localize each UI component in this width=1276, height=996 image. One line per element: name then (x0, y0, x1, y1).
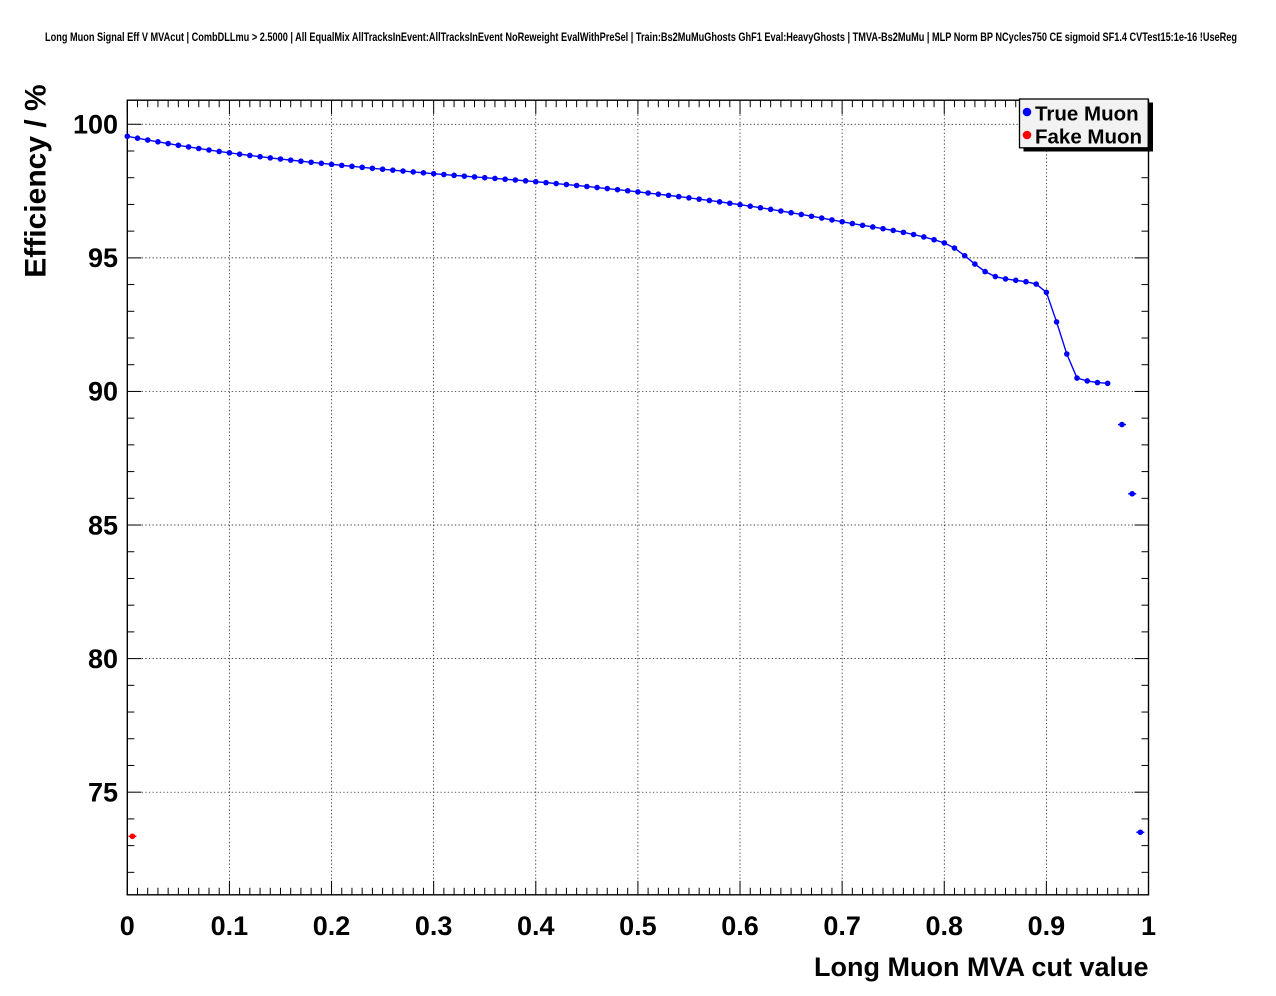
svg-text:0.6: 0.6 (721, 911, 759, 941)
svg-text:95: 95 (88, 243, 118, 273)
svg-text:0.9: 0.9 (1028, 911, 1066, 941)
svg-text:0.3: 0.3 (415, 911, 453, 941)
svg-text:Efficiency / %: Efficiency / % (20, 84, 53, 277)
svg-text:100: 100 (73, 110, 118, 140)
svg-text:1: 1 (1141, 911, 1156, 941)
svg-text:0.7: 0.7 (823, 911, 861, 941)
svg-text:0.1: 0.1 (211, 911, 249, 941)
svg-text:0.8: 0.8 (925, 911, 963, 941)
svg-text:0.2: 0.2 (313, 911, 351, 941)
svg-text:80: 80 (88, 644, 118, 674)
svg-text:85: 85 (88, 510, 118, 540)
svg-text:Long Muon Signal Eff V MVAcut: Long Muon Signal Eff V MVAcut | CombDLLm… (45, 30, 1237, 44)
svg-text:Fake Muon: Fake Muon (1035, 126, 1142, 149)
svg-text:Long Muon MVA cut value: Long Muon MVA cut value (814, 952, 1148, 982)
svg-text:0.4: 0.4 (517, 911, 555, 941)
svg-text:True Muon: True Muon (1035, 103, 1139, 126)
svg-text:75: 75 (88, 777, 118, 807)
svg-text:0: 0 (120, 911, 135, 941)
svg-text:0.5: 0.5 (619, 911, 657, 941)
svg-text:90: 90 (88, 377, 118, 407)
